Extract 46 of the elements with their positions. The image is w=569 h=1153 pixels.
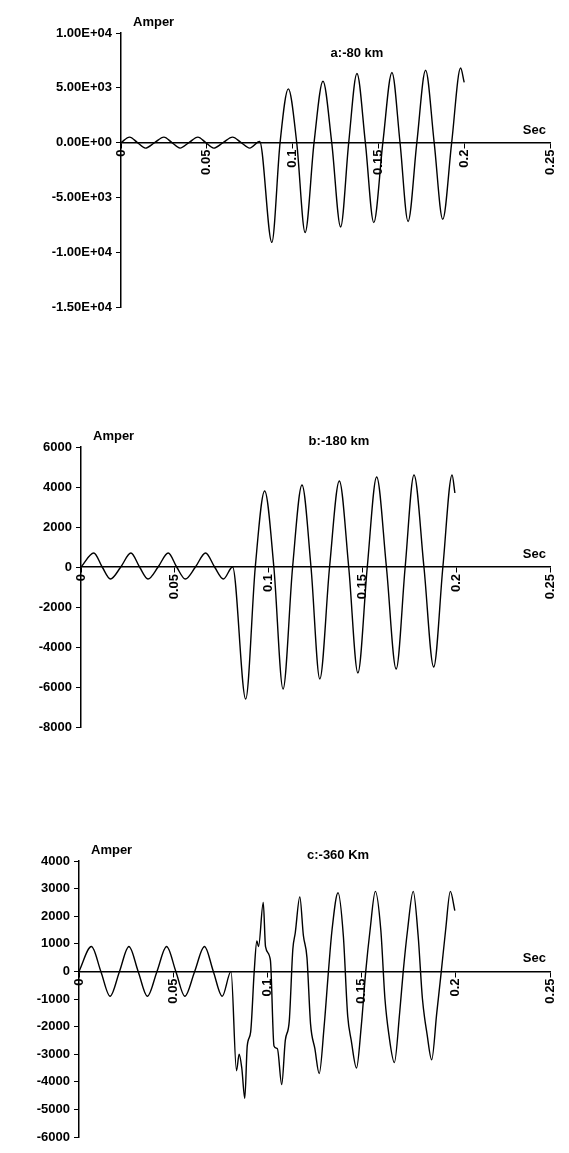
y-tick-label: -1000: [36, 990, 70, 1006]
y-tick-label: 4000: [43, 478, 72, 494]
y-tick-label: 0: [64, 558, 72, 574]
y-tick-label: 5.00E+03: [55, 79, 112, 95]
x-tick-label: 0.1: [258, 978, 274, 997]
x-tick-label: 0.25: [541, 978, 557, 1004]
y-tick-label: -2000: [38, 598, 72, 614]
y-tick-label: 1000: [41, 935, 70, 951]
x-axis-title: Sec: [522, 950, 546, 966]
x-tick-label: 0.2: [447, 978, 463, 997]
y-tick-label: 1.00E+04: [55, 24, 113, 40]
y-tick-label: -4000: [36, 1073, 70, 1089]
y-tick-label: 6000: [43, 438, 72, 454]
y-tick-label: -5.00E+03: [51, 188, 112, 204]
y-tick-label: 0: [62, 962, 70, 978]
y-tick-label: 0.00E+00: [55, 134, 112, 150]
y-tick-label: -3000: [36, 1045, 70, 1061]
x-axis-title: Sec: [522, 121, 546, 137]
y-tick-label: 3000: [41, 880, 70, 896]
y-tick-label: -1.50E+04: [51, 298, 113, 314]
y-tick-label: -1.00E+04: [51, 243, 113, 259]
chart-title: c:-360 Km: [306, 847, 370, 863]
y-tick-label: 2000: [43, 518, 72, 534]
y-tick-label: -6000: [36, 1128, 70, 1144]
x-tick-label: 0.2: [455, 149, 471, 168]
x-tick-label: 0.1: [260, 574, 276, 593]
x-axis-title: Sec: [522, 546, 546, 562]
x-tick-label: 0.2: [447, 574, 463, 593]
y-axis-title: Amper: [91, 842, 133, 858]
x-tick-label: 0.05: [166, 574, 182, 600]
x-tick-label: 0.1: [284, 149, 300, 168]
y-tick-label: -8000: [38, 718, 72, 734]
y-axis-title: Amper: [133, 14, 175, 30]
x-tick-label: 0.05: [164, 978, 180, 1004]
text: a:-80 km: [330, 45, 384, 61]
y-tick-label: -6000: [38, 678, 72, 694]
x-tick-label: 0.25: [541, 574, 557, 600]
x-tick-label: 0.05: [198, 149, 214, 175]
y-axis-title: Amper: [93, 428, 135, 444]
x-tick-label: 0.25: [541, 149, 557, 175]
y-tick-label: -2000: [36, 1018, 70, 1034]
y-tick-label: -4000: [38, 638, 72, 654]
y-tick-label: 4000: [41, 852, 70, 868]
chart-title: b:-180 km: [308, 433, 370, 449]
y-tick-label: 2000: [41, 907, 70, 923]
y-tick-label: -5000: [36, 1100, 70, 1116]
